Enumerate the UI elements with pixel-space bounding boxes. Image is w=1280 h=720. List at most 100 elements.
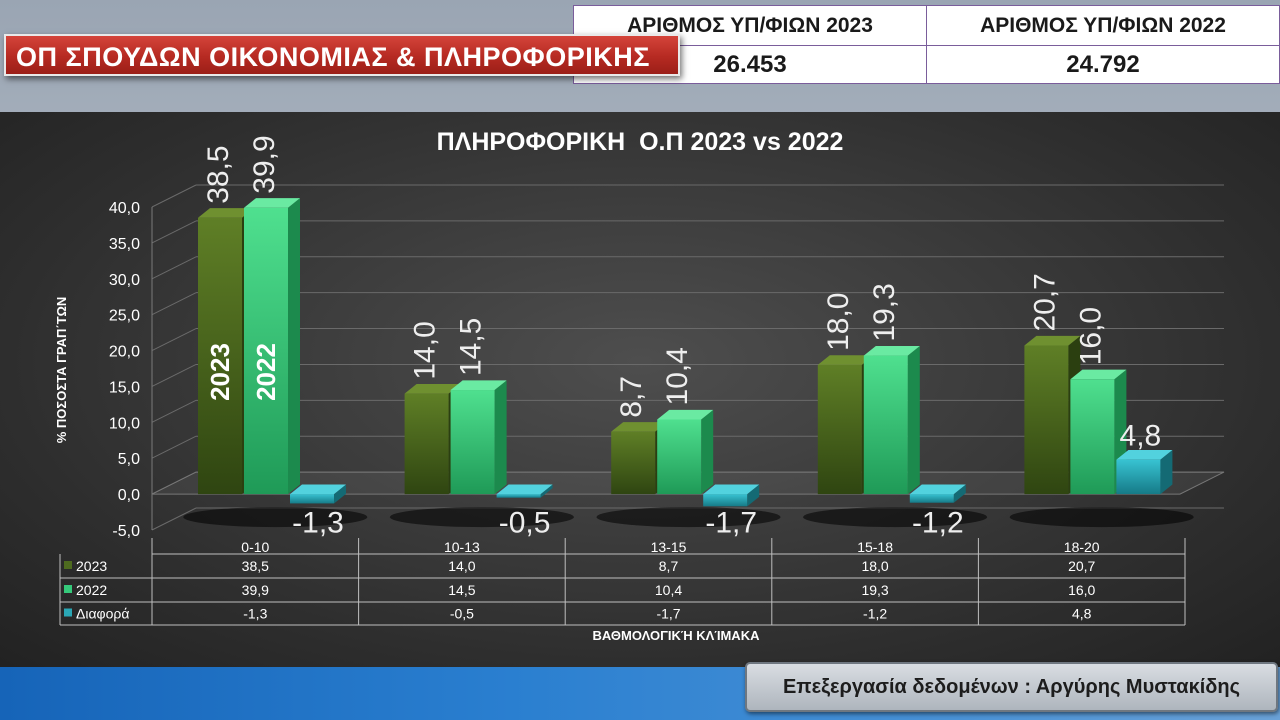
bar-top (703, 484, 760, 495)
stats-table: ΑΡΙΘΜΟΣ ΥΠ/ΦΙΩΝ 2023 ΑΡΙΘΜΟΣ ΥΠ/ΦΙΩΝ 202… (573, 5, 1280, 84)
table-cell: 4,8 (1072, 606, 1092, 622)
bar-side (907, 345, 920, 495)
table-cell: 16,0 (1068, 582, 1095, 598)
gridline-side (151, 256, 197, 280)
data-label-2023: 14,0 (409, 321, 442, 379)
stats-label-2022: ΑΡΙΘΜΟΣ ΥΠ/ΦΙΩΝ 2022 (927, 6, 1279, 46)
y-tick-label: 15,0 (109, 379, 140, 396)
gridline-side (151, 292, 197, 316)
gridline-side (151, 507, 197, 531)
table-cell: 20,7 (1068, 558, 1095, 574)
table-cell: 8,7 (659, 558, 679, 574)
bar-top (657, 409, 714, 420)
bar-side (288, 198, 300, 495)
x-category-label: 10-13 (444, 539, 480, 555)
x-category-label: 0-10 (241, 539, 269, 555)
gridline-side (151, 184, 197, 208)
bar-2022-13-15 (657, 419, 702, 495)
bar-top (450, 380, 507, 391)
bar-side (334, 484, 346, 504)
gridline-side (151, 435, 197, 459)
y-axis-label: % ΠΟΣΟΣΤΑ ΓΡΑΠ΄ΤΩΝ (54, 297, 69, 444)
bar-top (244, 198, 300, 208)
bar-top (611, 422, 668, 432)
y-tick-label: 40,0 (109, 200, 140, 217)
bar-2022-15-18 (863, 355, 908, 495)
table-cell: 14,5 (448, 582, 475, 598)
data-label-2023: 18,0 (822, 293, 855, 351)
bar-top (909, 484, 966, 495)
data-label-2023: 20,7 (1028, 273, 1061, 331)
y-tick-label: 5,0 (118, 451, 140, 468)
table-cell: 10,4 (655, 582, 682, 598)
y-tick-label: 20,0 (109, 344, 140, 361)
data-label-diff: -0,5 (499, 506, 551, 539)
data-label-2022: 16,0 (1074, 307, 1107, 365)
y-tick-label: 30,0 (109, 272, 140, 289)
table-cell: 18,0 (861, 558, 888, 574)
legend-swatch-Διαφορά (64, 608, 72, 617)
bar-Διαφορά-13-15 (703, 494, 748, 507)
bar-side (953, 484, 966, 503)
legend-entry: 2022 (76, 582, 107, 598)
bar-side (494, 380, 507, 495)
y-tick-label: 10,0 (109, 415, 140, 432)
table-cell: -1,3 (243, 606, 267, 622)
bar-2023-0-10 (198, 217, 242, 495)
gridline-side (151, 363, 197, 387)
legend-entry: 2023 (76, 558, 107, 574)
stats-value-2022: 24.792 (1066, 51, 1140, 78)
credit-box: Επεξεργασία δεδομένων : Αργύρης Μυστακίδ… (745, 662, 1278, 712)
gridline-side (151, 328, 197, 352)
bar-shadow (183, 507, 368, 528)
bar-annotation-2023: 2023 (205, 343, 235, 401)
bar-top (496, 484, 553, 495)
stats-label-2023: ΑΡΙΘΜΟΣ ΥΠ/ΦΙΩΝ 2023 (574, 6, 927, 46)
bar-2023-15-18 (817, 364, 862, 495)
x-category-label: 13-15 (651, 539, 687, 555)
bar-2023-10-13 (404, 393, 449, 495)
chart-title: ΠΛΗΡΟΦΟΡΙΚΗ Ο.Π 2023 vs 2022 (437, 128, 844, 156)
bar-shadow (389, 507, 574, 528)
bar-top (1070, 369, 1127, 380)
stats-value-2023: 26.453 (574, 46, 927, 84)
data-label-2022: 14,5 (455, 318, 488, 376)
data-label-2022: 39,9 (248, 135, 281, 193)
bar-shadow (596, 507, 781, 528)
bar-top (198, 208, 254, 218)
data-label-2022: 19,3 (868, 283, 901, 341)
gridline-side (151, 399, 197, 423)
data-label-diff: -1,3 (292, 506, 344, 539)
banner-title: ΟΠ ΣΠΟΥΔΩΝ ΟΙΚΟΝΟΜΙΑΣ & ΠΛΗΡΟΦΟΡΙΚΗΣ (4, 34, 680, 76)
table-cell: 38,5 (242, 558, 269, 574)
table-cell: 14,0 (448, 558, 475, 574)
bar-Διαφορά-18-20 (1116, 459, 1161, 495)
bar-shadow (1009, 507, 1194, 528)
y-tick-label: 25,0 (109, 308, 140, 325)
bar-Διαφορά-15-18 (909, 494, 954, 503)
bar-top (1024, 335, 1081, 346)
bar-2023-13-15 (611, 431, 656, 495)
y-tick-label: 0,0 (118, 487, 140, 504)
bar-side (540, 484, 553, 498)
data-label-diff: -1,2 (912, 506, 964, 539)
bar-2022-10-13 (450, 390, 495, 495)
bar-top (404, 384, 461, 394)
x-category-label: 15-18 (857, 539, 893, 555)
bar-side (701, 409, 714, 495)
legend-swatch-2022 (64, 585, 72, 593)
table-cell: 19,3 (861, 582, 888, 598)
x-axis-label: ΒΑΘΜΟΛΟΓΙΚΉ ΚΛΊΜΑΚΑ (593, 628, 761, 643)
table-cell: -0,5 (450, 606, 474, 622)
data-label-2022: 10,4 (661, 347, 694, 405)
bar-2022-18-20 (1070, 379, 1115, 495)
bar-annotation-2022: 2022 (251, 343, 281, 401)
legend-swatch-2023 (64, 561, 72, 569)
bar-top (863, 345, 920, 356)
data-label-diff: -1,7 (705, 506, 757, 539)
table-cell: 39,9 (242, 582, 269, 598)
bar-2023-18-20 (1024, 345, 1069, 495)
table-cell: -1,2 (863, 606, 887, 622)
y-tick-label: -5,0 (112, 523, 140, 540)
